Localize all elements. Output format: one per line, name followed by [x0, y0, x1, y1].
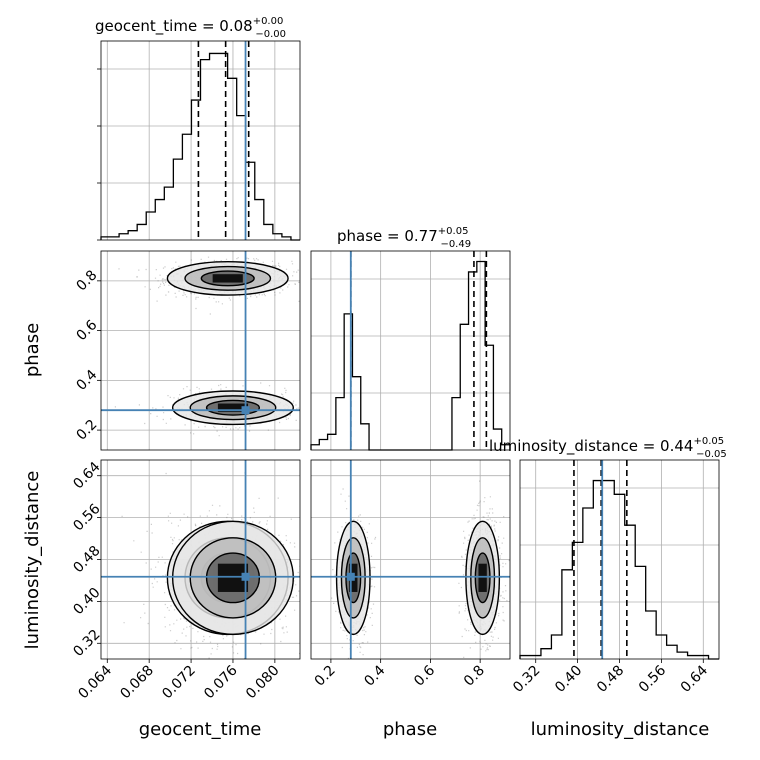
hist-step-0 [100, 52, 300, 241]
2d-phase-vs-luminosity-distance-contour-1-0 [335, 520, 371, 636]
2d-geocent-time-vs-phase-frame [100, 250, 301, 451]
xlabel-luminosity-distance: luminosity_distance [531, 719, 710, 740]
2d-geocent-time-vs-phase-density-peak-0 [212, 274, 243, 283]
xtick-label-phase-1: 0.4 [361, 662, 388, 689]
2d-phase-vs-luminosity-distance-density-peak-0 [478, 563, 487, 592]
ylabel-luminosity-distance: luminosity_distance [22, 471, 43, 650]
xtick-label-luminosity-distance-0: 0.32 [510, 663, 543, 696]
2d-geocent-time-vs-phase-contour-0-0 [166, 260, 289, 296]
title-geocent-time: geocent_time = 0.08+0.00 −0.00 [95, 16, 286, 40]
xlabel-geocent-time: geocent_time [139, 719, 262, 740]
2d-geocent-time-vs-luminosity-distance-truth-marker [241, 572, 250, 581]
ytick-label-phase-3: 0.8 [73, 267, 100, 294]
hist-0-frame [100, 40, 301, 241]
ytick-label-phase-0: 0.2 [73, 417, 100, 444]
2d-phase-vs-luminosity-distance-content [311, 460, 510, 659]
hist-panel-phase [310, 250, 511, 451]
2d-geocent-time-vs-phase-density-peak-1 [217, 403, 249, 412]
xtick-label-geocent-time-3: 0.076 [201, 662, 241, 702]
title-luminosity-distance: luminosity_distance = 0.44+0.05 −0.05 [489, 436, 727, 460]
xtick-label-geocent-time-2: 0.072 [159, 663, 199, 703]
xtick-label-luminosity-distance-3: 0.56 [636, 662, 669, 695]
hist-1-frame [310, 250, 511, 451]
2d-phase-vs-luminosity-distance [310, 459, 511, 660]
2d-phase-vs-luminosity-distance-contour-0-1 [470, 537, 496, 619]
xtick-label-phase-3: 0.8 [461, 663, 488, 690]
2d-geocent-time-vs-phase-content [101, 251, 300, 450]
2d-phase-vs-luminosity-distance-contour-0-2 [474, 552, 491, 604]
xlabel-phase: phase [383, 719, 437, 740]
ytick-label-phase-2: 0.6 [73, 317, 100, 344]
xtick-label-geocent-time-1: 0.068 [117, 663, 157, 703]
2d-geocent-time-vs-phase-contour-0-1 [184, 265, 272, 291]
2d-phase-vs-luminosity-distance-contour-0-0 [465, 520, 501, 636]
2d-phase-vs-luminosity-distance-truth-marker [346, 572, 355, 581]
xtick-label-luminosity-distance-2: 0.48 [594, 663, 627, 696]
ytick-label-phase-1: 0.4 [73, 367, 100, 394]
xtick-label-luminosity-distance-4: 0.64 [678, 662, 711, 695]
panels: 0.064 0.068 0.072 0.076 0.080 0.2 0.4 0.6 0.8 0.3… [70, 40, 720, 703]
xtick-label-phase-2: 0.6 [411, 662, 438, 689]
hist-step-2 [519, 479, 719, 660]
xtick-label-luminosity-distance-1: 0.40 [552, 663, 585, 696]
2d-geocent-time-vs-luminosity-distance [100, 459, 301, 660]
2d-phase-vs-luminosity-distance-contour-1-1 [340, 537, 366, 619]
2d-geocent-time-vs-phase-contour-1-2 [205, 399, 261, 416]
2d-phase-vs-luminosity-distance-contour-1-2 [345, 552, 362, 604]
2d-geocent-time-vs-phase-contour-0-2 [200, 270, 255, 287]
hist-panel-geocent-time [97, 40, 301, 241]
xtick-label-geocent-time-0: 0.064 [75, 662, 115, 702]
hist-panel-luminosity-distance [519, 459, 720, 660]
2d-geocent-time-vs-luminosity-distance-contour-1-1 [189, 537, 277, 619]
2d-phase-vs-luminosity-distance-frame [310, 459, 511, 660]
title-phase: phase = 0.77+0.05 −0.49 [337, 226, 471, 250]
2d-geocent-time-vs-luminosity-distance-content [101, 460, 300, 659]
ylabel-phase: phase [22, 323, 43, 377]
2d-geocent-time-vs-phase-contour-1-0 [171, 390, 294, 426]
xtick-label-phase-0: 0.2 [312, 663, 339, 690]
xtick-label-geocent-time-4: 0.080 [243, 663, 283, 703]
2d-geocent-time-vs-luminosity-distance-contour-1-0 [171, 520, 294, 636]
2d-geocent-time-vs-phase-contour-1-1 [189, 395, 277, 421]
2d-geocent-time-vs-phase-truth-marker [241, 406, 250, 415]
2d-geocent-time-vs-luminosity-distance-contour-1-2 [205, 552, 261, 604]
2d-geocent-time-vs-phase [100, 250, 301, 451]
